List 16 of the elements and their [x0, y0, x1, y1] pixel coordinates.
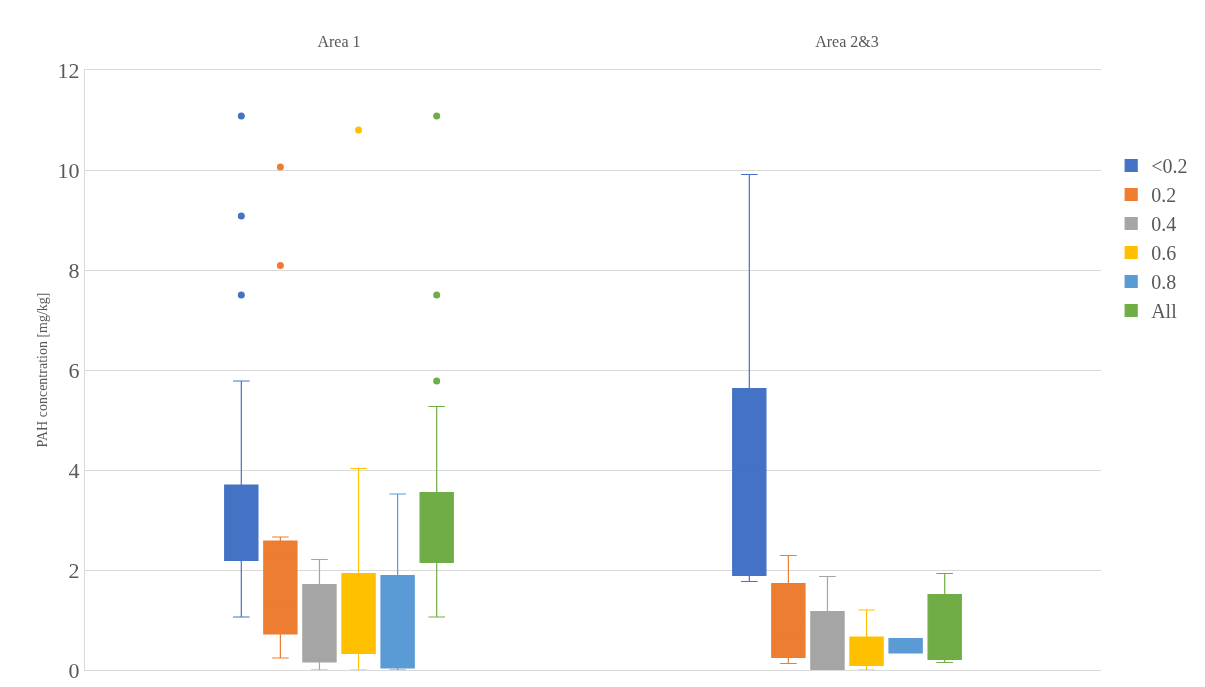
legend-label: <0.2 — [1151, 155, 1188, 178]
y-tick-label: 0 — [68, 657, 80, 683]
legend-label: 0.2 — [1151, 184, 1177, 207]
y-tick-label: 8 — [68, 257, 80, 283]
legend-label: All — [1151, 300, 1178, 323]
x-tick-label: Area 2&3 — [815, 32, 879, 50]
y-tick-label: 4 — [68, 457, 80, 483]
y-axis-title: PAH concentration [mg/kg] — [35, 292, 50, 448]
x-tick-label: Area 1 — [317, 32, 361, 50]
y-tick-label: 2 — [68, 557, 80, 583]
y-tick-label: 12 — [57, 57, 80, 83]
y-tick-label: 10 — [57, 157, 80, 183]
legend-label: 0.8 — [1151, 271, 1177, 294]
y-tick-label: 6 — [68, 357, 80, 383]
legend-label: 0.6 — [1151, 242, 1177, 265]
legend-label: 0.4 — [1151, 213, 1177, 236]
